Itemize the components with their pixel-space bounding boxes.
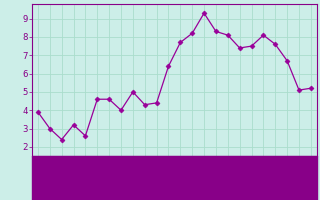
X-axis label: Windchill (Refroidissement éolien,°C): Windchill (Refroidissement éolien,°C) [66, 172, 283, 182]
